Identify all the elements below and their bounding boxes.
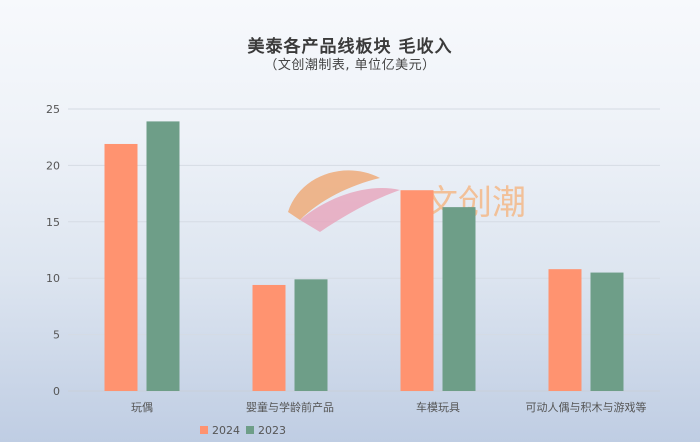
bar-2023-0 (146, 121, 180, 392)
y-tick-label: 10 (46, 272, 60, 285)
x-tick-label: 玩偶 (131, 401, 153, 414)
y-tick-label: 15 (46, 216, 60, 229)
y-tick-label: 20 (46, 159, 60, 172)
watermark-wave-icon (300, 188, 400, 232)
bar-2023-1 (294, 279, 328, 391)
legend-label-2023: 2023 (258, 423, 286, 437)
x-tick-label: 可动人偶与积木与游戏等 (526, 400, 647, 414)
legend-swatch-2024 (200, 426, 208, 434)
legend-swatch-2023 (246, 426, 254, 434)
y-axis-labels: 0 5 10 15 20 25 (46, 103, 60, 398)
bar-2024-2 (400, 190, 434, 391)
x-tick-label: 婴童与学龄前产品 (246, 400, 334, 414)
chart-title: 美泰各产品线板块 毛收入 (247, 37, 453, 57)
bar-2023-2 (442, 207, 476, 391)
chart-subtitle: （文创潮制表, 单位亿美元） (264, 58, 436, 73)
x-axis-labels: 玩偶 婴童与学龄前产品 车模玩具 可动人偶与积木与游戏等 (131, 400, 647, 414)
legend-item-2024: 2024 (200, 424, 240, 437)
y-tick-label: 25 (46, 103, 60, 116)
bars (104, 121, 624, 392)
bar-2024-3 (548, 269, 582, 391)
legend-item-2023: 2023 (246, 424, 286, 437)
legend: 2024 2023 (200, 422, 292, 438)
watermark-leaf-icon (288, 170, 380, 220)
bar-2023-3 (590, 272, 624, 391)
x-tick-label: 车模玩具 (416, 400, 460, 414)
bar-2024-0 (104, 143, 138, 391)
y-tick-label: 5 (53, 329, 60, 342)
y-tick-label: 0 (53, 385, 60, 398)
legend-label-2024: 2024 (212, 423, 240, 437)
bar-2024-1 (252, 284, 286, 391)
